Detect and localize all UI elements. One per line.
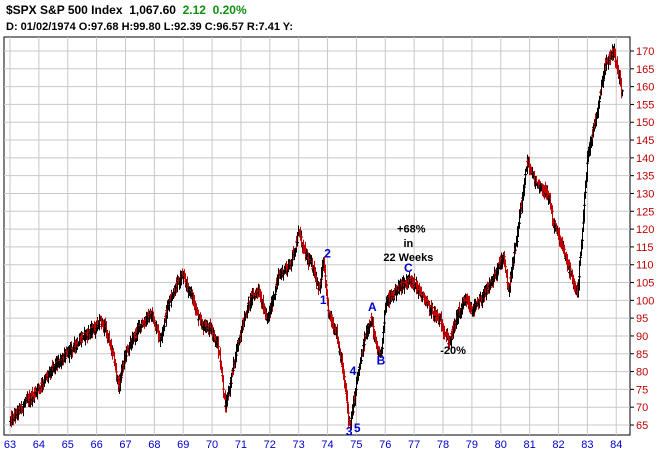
y-tick-label: 80 xyxy=(636,367,648,379)
price-bar xyxy=(621,89,624,97)
wave-label: 2 xyxy=(324,247,331,261)
price-bars xyxy=(9,43,624,431)
x-tick-label: 81 xyxy=(523,439,535,451)
wave-label: C xyxy=(404,261,413,275)
y-tick-label: 125 xyxy=(636,206,654,218)
grid xyxy=(4,37,630,435)
annotations: 1 2 3 4 5 A B C +68% in 22 Weeks -20% xyxy=(320,224,466,439)
wave-label: A xyxy=(368,300,377,314)
x-tick-label: 74 xyxy=(321,439,333,451)
x-tick-label: 63 xyxy=(4,439,16,451)
y-tick-label: 170 xyxy=(636,46,654,58)
y-tick-label: 135 xyxy=(636,171,654,183)
x-tick-label: 75 xyxy=(350,439,362,451)
y-tick-label: 115 xyxy=(636,242,654,254)
y-tick-label: 140 xyxy=(636,153,654,165)
x-tick-label: 78 xyxy=(437,439,449,451)
y-tick-label: 150 xyxy=(636,117,654,129)
x-tick-label: 70 xyxy=(206,439,218,451)
x-tick-label: 72 xyxy=(264,439,276,451)
x-tick-label: 68 xyxy=(148,439,160,451)
price-change-percent: 0.20% xyxy=(212,3,247,17)
y-tick-label: 90 xyxy=(636,331,648,343)
note-label: +68% xyxy=(397,224,426,236)
wave-label: 1 xyxy=(320,293,327,307)
y-tick-label: 65 xyxy=(636,420,648,432)
wave-label: 4 xyxy=(350,364,357,378)
x-tick-label: 65 xyxy=(62,439,74,451)
wave-label: 3 xyxy=(346,425,353,439)
y-tick-label: 105 xyxy=(636,278,654,290)
symbol-header: $SPX S&P 500 Index 1,067.60 2.12 0.20% xyxy=(6,3,247,17)
x-tick-label: 67 xyxy=(119,439,131,451)
y-tick-label: 160 xyxy=(636,82,654,94)
y-tick-label: 95 xyxy=(636,313,648,325)
wave-label: B xyxy=(377,353,386,367)
x-tick-label: 64 xyxy=(33,439,45,451)
x-tick-label: 82 xyxy=(552,439,564,451)
symbol: $SPX xyxy=(6,3,37,17)
x-tick-label: 80 xyxy=(495,439,507,451)
ohlc-readout: D: 01/02/1974 O:97.68 H:99.80 L:92.39 C:… xyxy=(6,21,293,33)
y-axis: 65 70 75 80 85 90 95 100 105 110 115 120 125 130 135 14… xyxy=(630,46,654,432)
y-tick-label: 145 xyxy=(636,135,654,147)
note-label: 22 Weeks xyxy=(383,252,433,264)
note-label: in xyxy=(403,238,413,250)
y-tick-label: 70 xyxy=(636,402,648,414)
y-tick-label: 165 xyxy=(636,64,654,76)
x-tick-label: 76 xyxy=(379,439,391,451)
y-tick-label: 75 xyxy=(636,384,648,396)
y-tick-label: 85 xyxy=(636,349,648,361)
y-tick-label: 120 xyxy=(636,224,654,236)
last-price: 1,067.60 xyxy=(129,3,176,17)
x-tick-label: 83 xyxy=(581,439,593,451)
plot-border xyxy=(3,36,631,436)
y-tick-label: 100 xyxy=(636,295,654,307)
x-tick-label: 84 xyxy=(610,439,622,451)
y-tick-label: 155 xyxy=(636,99,654,111)
x-axis: 63 64 65 66 67 68 69 70 71 72 73 74 75 76 77 78 79 80 81 82… xyxy=(4,439,622,451)
note-label: -20% xyxy=(440,345,466,357)
wave-label: 5 xyxy=(354,421,361,435)
x-tick-label: 77 xyxy=(408,439,420,451)
y-tick-label: 130 xyxy=(636,188,654,200)
x-tick-label: 71 xyxy=(235,439,247,451)
x-tick-label: 73 xyxy=(293,439,305,451)
y-tick-label: 110 xyxy=(636,260,654,272)
price-change: 2.12 xyxy=(182,3,206,17)
index-name: S&P 500 Index xyxy=(40,3,123,17)
x-tick-label: 79 xyxy=(466,439,478,451)
x-tick-label: 69 xyxy=(177,439,189,451)
x-tick-label: 66 xyxy=(90,439,102,451)
